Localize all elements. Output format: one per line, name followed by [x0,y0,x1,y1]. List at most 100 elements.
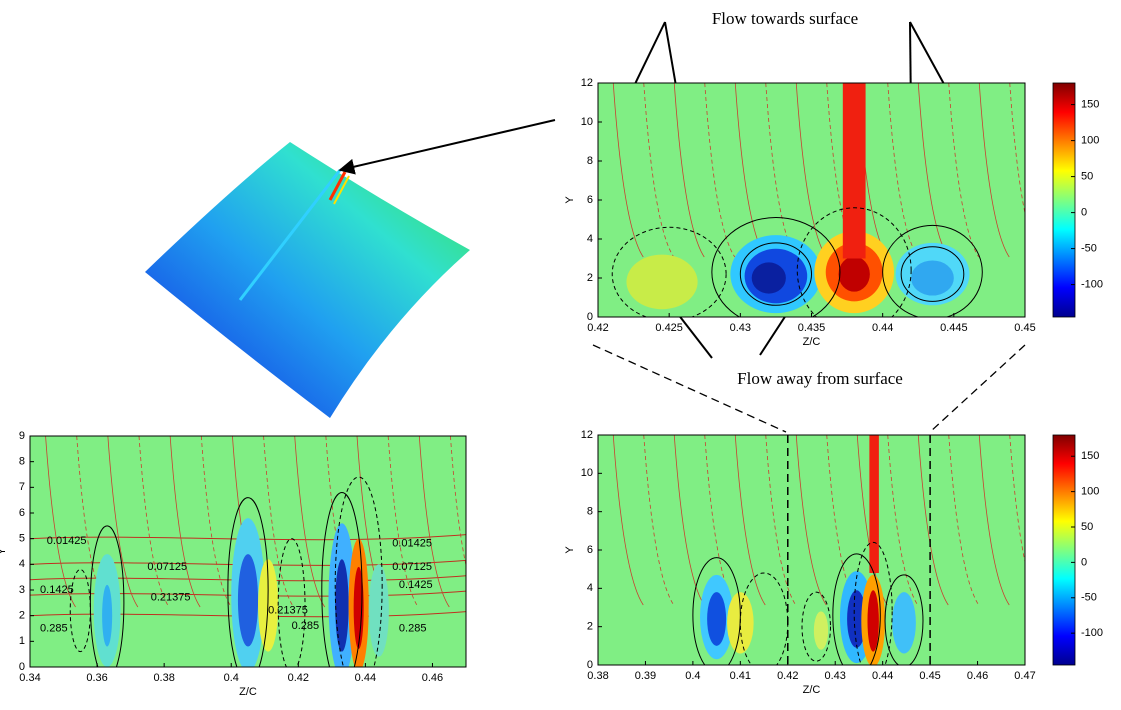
x-tick-label: 0.47 [1014,670,1035,682]
y-tick-label: 10 [581,467,593,479]
x-tick-label: 0.38 [153,672,174,684]
x-tick-label: 0.425 [655,322,683,334]
contour-line [450,436,466,567]
contour-blob [102,584,113,647]
x-tick-label: 0.44 [872,322,893,334]
contour-line [321,491,363,667]
contour-blob [867,590,879,652]
y-tick-label: 4 [587,233,593,245]
colorbar-tick-label: 0 [1081,207,1087,219]
contour-line [612,83,644,258]
contour-line [739,242,813,306]
contour-label: 0.1425 [399,579,433,591]
contour-label: 0.01425 [47,535,87,547]
y-tick-label: 9 [19,430,25,442]
contour-blob [838,256,870,292]
colorbar-tick-label: -50 [1081,243,1097,255]
contour-line [765,435,797,606]
contour-line [138,436,170,608]
y-tick-label: 2 [587,621,593,633]
x-tick-label: 0.43 [825,670,846,682]
contour-line [294,436,326,608]
contour-line [853,541,893,665]
annotation: Flow away from surface [737,369,903,388]
contour-blob [707,592,727,646]
contour-line [227,497,269,667]
contour-label: 0.07125 [392,561,432,573]
y-tick-label: 12 [581,77,593,89]
contour-label: 0.01425 [392,538,432,550]
x-tick-label: 0.435 [798,322,826,334]
y-tick-label: 8 [587,155,593,167]
contour-line [884,574,924,665]
y-tick-label: 0 [587,311,593,323]
contour-line [978,435,1010,606]
contour-blob [892,592,916,654]
contour-blob [626,254,698,310]
y-tick-label: 8 [19,456,25,468]
contour-line [334,476,383,667]
x-tick-label: 0.45 [1014,322,1035,334]
contour-label: 0.285 [292,620,320,632]
contour-line [612,435,644,606]
contour-field [598,435,1025,665]
contour-line [277,538,306,667]
y-tick-label: 7 [19,481,25,493]
y-tick-label: 2 [587,272,593,284]
contour-blob [237,554,259,647]
contour-line [887,435,919,606]
colorbar-tick-label: 150 [1081,99,1099,111]
contour-blob [911,260,954,296]
contour-line [801,591,831,662]
contour-blob [335,559,349,652]
contour-label: 0.1425 [40,584,74,596]
contour-line [1009,435,1025,564]
x-axis-label: Z/C [803,684,821,696]
colorbar-tick-label: -100 [1081,279,1103,291]
contour-line [948,435,980,606]
contour-line [418,436,450,608]
contour-blob [847,590,867,648]
contour-blob [751,262,786,294]
x-tick-label: 0.45 [919,670,940,682]
colorbar-tick-label: 150 [1081,450,1099,462]
x-tick-label: 0.36 [86,672,107,684]
contour-line [673,435,705,606]
contour-line [263,436,294,608]
contour-line [796,207,912,317]
x-tick-label: 0.4 [224,672,239,684]
contour-blob [353,566,364,650]
contour-line [832,553,881,665]
contour-line [900,246,965,302]
contour-line [795,83,827,258]
plot-frame [29,435,467,668]
contour-band [869,435,879,573]
x-axis-label: Z/C [803,336,821,348]
x-tick-label: 0.46 [967,670,988,682]
x-tick-label: 0.41 [730,670,751,682]
x-tick-label: 0.39 [635,670,656,682]
contour-line [643,435,675,606]
y-tick-label: 4 [587,582,593,594]
x-tick-label: 0.42 [587,322,608,334]
x-tick-label: 0.445 [940,322,968,334]
y-axis-label: Y [564,196,576,204]
colorbar-tick-label: 50 [1081,521,1093,533]
contour-line [200,436,232,608]
contour-line [89,525,125,667]
contour-label: 0.21375 [268,604,308,616]
x-tick-label: 0.38 [587,670,608,682]
contour-label: 0.285 [40,622,68,634]
contour-field [30,436,466,667]
y-axis-label: Y [564,546,576,554]
y-tick-label: 8 [587,506,593,518]
contour-line [734,435,766,606]
x-tick-label: 0.44 [872,670,893,682]
y-tick-label: 1 [19,635,25,647]
contour-label: 0.21375 [151,592,191,604]
colorbar-tick-label: 100 [1081,135,1099,147]
contour-blob [368,564,389,657]
contour-line [711,217,841,317]
zoom-guides [592,344,1026,433]
x-tick-label: 0.42 [288,672,309,684]
